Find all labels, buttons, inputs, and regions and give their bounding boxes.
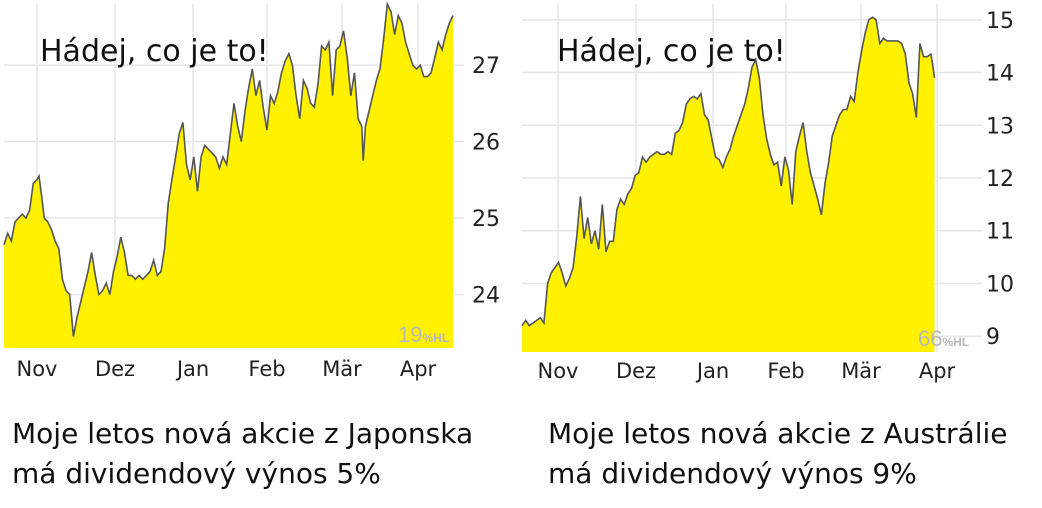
watermark-suffix: %HL xyxy=(942,335,970,349)
x-tick-label: Mär xyxy=(841,359,881,383)
caption-japan: Moje letos nová akcie z Japonska má divi… xyxy=(12,414,473,494)
x-tick-label: Dez xyxy=(616,359,656,383)
x-tick-label: Jan xyxy=(695,359,729,383)
x-tick-label: Jan xyxy=(175,357,209,381)
y-tick-label: 24 xyxy=(472,283,500,308)
watermark-value: 19 xyxy=(398,322,423,347)
y-tick-label: 26 xyxy=(472,131,500,156)
watermark: 19%HL xyxy=(398,322,449,348)
chart-panel-australia: Nov Dez Jan Feb Mär Apr 9 10 11 12 13 14 15 Hádej, … xyxy=(520,0,1042,508)
area-chart-japan: Nov Dez Jan Feb Mär Apr 24 25 26 27 xyxy=(3,1,500,381)
caption-australia: Moje letos nová akcie z Austrálie má div… xyxy=(548,414,1008,494)
overlay-question: Hádej, co je to! xyxy=(557,34,786,69)
price-area xyxy=(522,17,935,352)
area-chart-australia: Nov Dez Jan Feb Mär Apr 9 10 11 12 13 14 15 xyxy=(521,4,1014,383)
watermark-suffix: %HL xyxy=(422,331,450,345)
y-tick-label: 10 xyxy=(986,272,1014,297)
y-tick-label: 27 xyxy=(472,54,500,79)
y-tick-label: 14 xyxy=(986,62,1014,87)
y-tick-label: 12 xyxy=(986,167,1014,192)
chart-panel-japan: Nov Dez Jan Feb Mär Apr 24 25 26 27 Hádej, co je… xyxy=(0,0,520,508)
price-line xyxy=(3,1,454,337)
x-tick-label: Apr xyxy=(919,359,956,383)
overlay-question: Hádej, co je to! xyxy=(40,34,269,69)
x-tick-label: Dez xyxy=(95,357,135,381)
y-tick-label: 25 xyxy=(472,207,500,232)
caption-line-1: Moje letos nová akcie z Japonska xyxy=(12,417,474,450)
y-tick-label: 15 xyxy=(986,9,1014,34)
x-tick-label: Nov xyxy=(538,359,579,383)
caption-line-2: má dividendový výnos 9% xyxy=(548,457,917,490)
x-tick-label: Nov xyxy=(17,357,58,381)
watermark-value: 66 xyxy=(918,326,943,351)
caption-line-1: Moje letos nová akcie z Austrálie xyxy=(548,417,1008,450)
y-tick-label: 13 xyxy=(986,114,1014,139)
x-tick-label: Apr xyxy=(400,357,437,381)
y-tick-label: 9 xyxy=(986,325,1000,350)
x-tick-label: Feb xyxy=(767,359,804,383)
price-line xyxy=(521,16,936,327)
y-tick-label: 11 xyxy=(986,220,1014,245)
x-tick-label: Feb xyxy=(248,357,285,381)
caption-line-2: má dividendový výnos 5% xyxy=(12,457,381,490)
watermark: 66%HL xyxy=(918,326,969,352)
x-tick-label: Mär xyxy=(322,357,362,381)
